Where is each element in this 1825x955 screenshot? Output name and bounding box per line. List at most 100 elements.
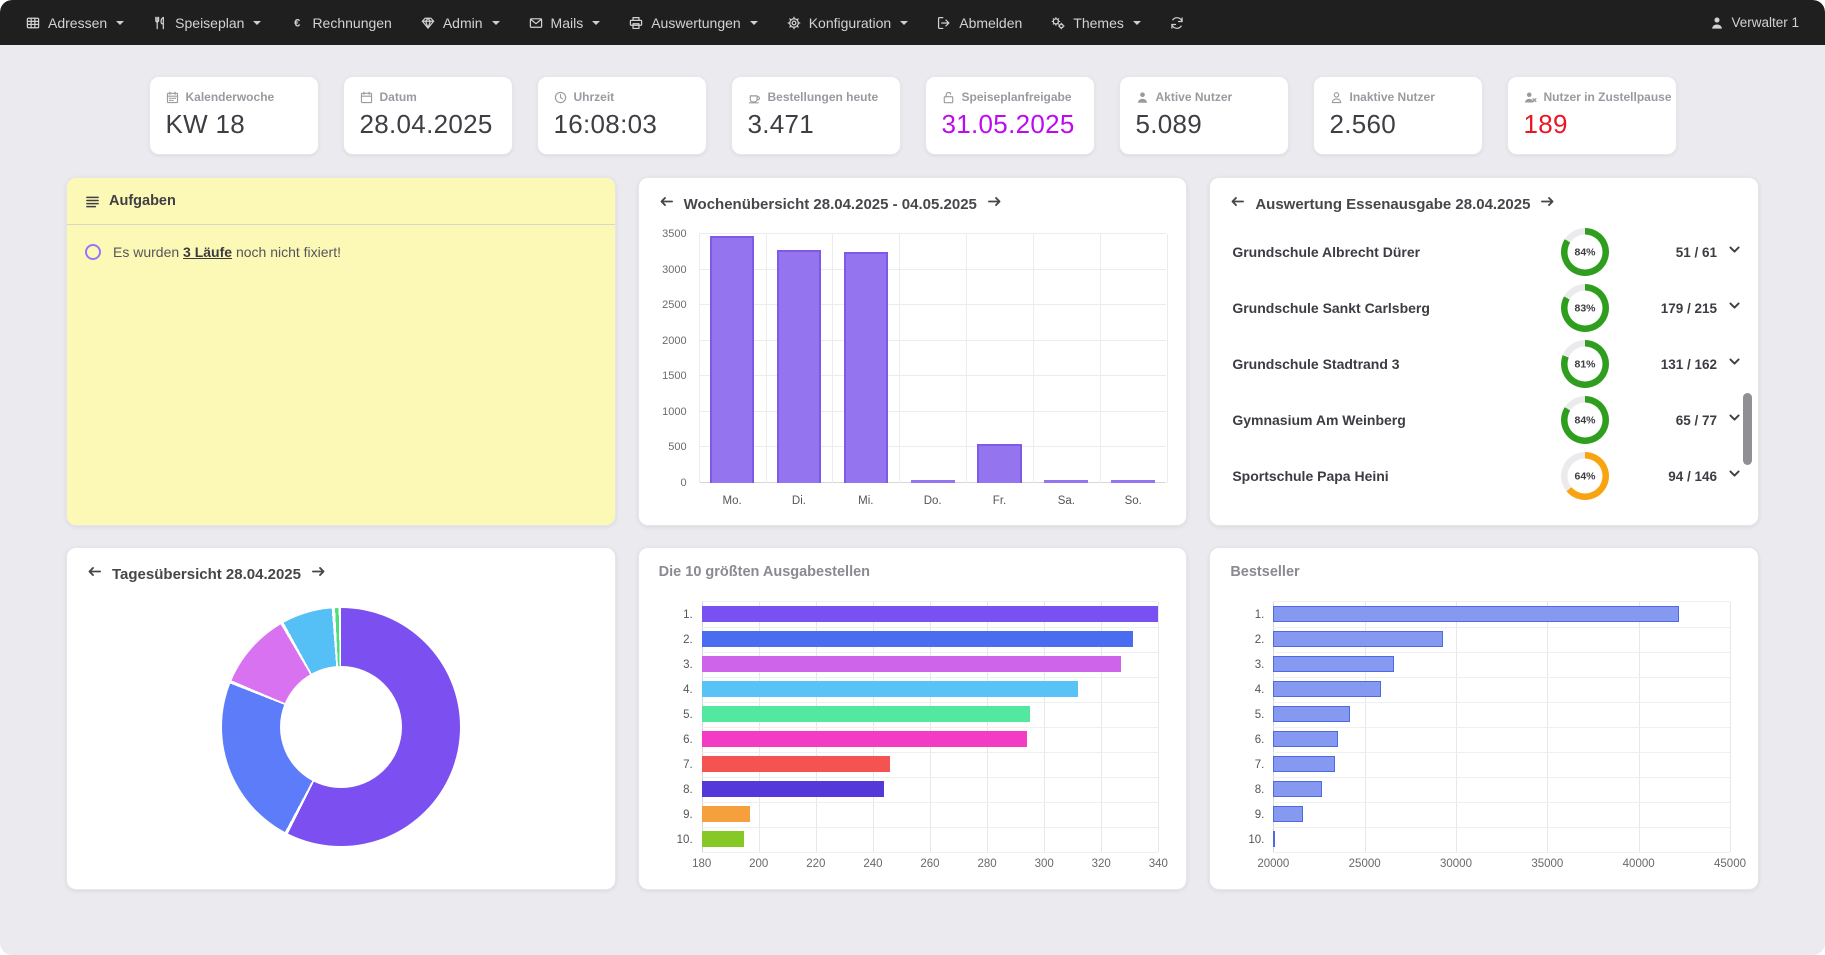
day-donut-chart — [221, 608, 460, 846]
bar-so — [1111, 480, 1156, 483]
stat-card-label: Aktive Nutzer — [1155, 90, 1233, 104]
chevron-down-icon[interactable] — [1727, 354, 1742, 374]
y-axis-tick: 500 — [668, 441, 687, 454]
bar-sa — [1044, 480, 1089, 483]
task-list: Es wurden 3 Läufe noch nicht fixiert! — [67, 225, 615, 279]
bar-rank-10 — [1273, 830, 1276, 847]
refresh-icon — [1170, 16, 1184, 30]
bar-rank-4 — [701, 680, 1079, 697]
chevron-down-icon[interactable] — [1727, 466, 1742, 486]
progress-ring-label: 84% — [1567, 234, 1603, 270]
next-day-button[interactable] — [311, 564, 326, 584]
row-bar-area — [701, 727, 1159, 753]
meals-count: 94 / 146 — [1668, 468, 1717, 484]
stat-card-label-row: Speiseplanfreigabe — [942, 90, 1078, 104]
chevron-down-icon — [749, 20, 758, 25]
stat-card-label: Speiseplanfreigabe — [961, 90, 1072, 104]
row-bar-area — [1273, 601, 1730, 628]
gridline — [698, 339, 1167, 341]
bar-fr — [977, 443, 1022, 483]
y-axis-tick: 3500 — [662, 228, 687, 240]
row-bar-area — [701, 802, 1159, 828]
progress-ring-label: 81% — [1567, 346, 1603, 382]
nav-item-admin[interactable]: Admin — [421, 15, 500, 31]
navbar-menu: Adressen Speiseplan Rechnungen Admin Mails Au… — [26, 15, 1213, 31]
previous-week-button[interactable] — [659, 194, 674, 214]
current-user[interactable]: Verwalter 1 — [1710, 15, 1799, 30]
row-rank-label: 6. — [683, 733, 693, 746]
y-axis-tick: 0 — [680, 477, 687, 489]
nav-item-abmelden[interactable]: Abmelden — [937, 15, 1022, 31]
stat-card-aktive-nutzer: Aktive Nutzer 5.089 — [1118, 76, 1289, 155]
nav-item-label: Admin — [442, 14, 483, 31]
bar-di — [776, 250, 821, 483]
chart-row: 9. — [1230, 802, 1730, 828]
distribution-panel-title: Auswertung Essenausgabe 28.04.2025 — [1255, 195, 1531, 213]
next-week-button[interactable] — [987, 194, 1002, 214]
top10-panel-header: Die 10 größten Ausgabestellen — [639, 548, 1187, 586]
bar-rank-2 — [1273, 630, 1444, 647]
row-bar-area — [1273, 702, 1730, 728]
user-icon — [1136, 91, 1149, 104]
chevron-down-icon — [116, 20, 125, 25]
week-panel-header: Wochenübersicht 28.04.2025 - 04.05.2025 — [639, 178, 1187, 220]
stat-card-label: Uhrzeit — [573, 90, 615, 104]
week-panel-title: Wochenübersicht 28.04.2025 - 04.05.2025 — [683, 195, 977, 213]
nav-item-adressen[interactable]: Adressen — [26, 15, 125, 31]
school-name: Grundschule Sankt Carlsberg — [1232, 300, 1430, 316]
distribution-row: Grundschule Albrecht Dürer 84% 51 / 61 — [1210, 224, 1758, 280]
nav-item-auswertungen[interactable]: Auswertungen — [629, 15, 758, 31]
utensils-icon — [153, 16, 167, 30]
chevron-down-icon — [900, 20, 909, 25]
y-axis-tick: 1500 — [662, 370, 687, 383]
chart-row: 4. — [659, 677, 1159, 703]
row-rank-label: 10. — [676, 833, 693, 846]
nav-item-themes[interactable]: Themes — [1051, 15, 1141, 31]
gridline — [698, 446, 1167, 448]
chart-row: 4. — [1230, 677, 1730, 703]
x-axis-tick: Mo. — [722, 495, 742, 507]
scrollbar-thumb[interactable] — [1743, 393, 1752, 465]
progress-ring: 84% — [1561, 396, 1609, 444]
nav-item-mails[interactable]: Mails — [529, 15, 601, 31]
distribution-row: Sportschule Papa Heini 64% 94 / 146 — [1210, 448, 1758, 504]
previous-day-button[interactable] — [1230, 194, 1245, 214]
x-axis-tick: 40000 — [1622, 858, 1655, 870]
stat-card-inaktive-nutzer: Inaktive Nutzer 2.560 — [1312, 76, 1483, 155]
gridline — [698, 304, 1167, 306]
gridline — [765, 234, 767, 483]
bar-rank-10 — [701, 830, 745, 847]
previous-day-button[interactable] — [87, 564, 102, 584]
x-axis-tick: 220 — [806, 858, 826, 870]
chart-row: 2. — [659, 627, 1159, 653]
stat-card-value: 189 — [1523, 109, 1568, 139]
chevron-down-icon[interactable] — [1727, 410, 1742, 430]
next-day-button[interactable] — [1540, 194, 1555, 214]
nav-refresh-button[interactable] — [1170, 16, 1184, 30]
task-link[interactable]: 3 Läufe — [183, 244, 233, 260]
gridline — [698, 410, 1167, 412]
row-bar-area — [1273, 827, 1730, 853]
row-rank-label: 8. — [683, 783, 693, 796]
stat-card-value: KW 18 — [165, 109, 246, 139]
envelope-icon — [529, 16, 543, 30]
school-name: Grundschule Albrecht Dürer — [1232, 244, 1421, 260]
nav-item-label: Konfiguration — [808, 14, 892, 31]
chart-row: 8. — [659, 777, 1159, 803]
tasks-panel-title: Aufgaben — [109, 193, 176, 209]
bar-rank-1 — [701, 606, 1159, 622]
nav-item-rechnungen[interactable]: Rechnungen — [290, 15, 392, 31]
chevron-down-icon[interactable] — [1727, 242, 1742, 262]
nav-item-konfiguration[interactable]: Konfiguration — [787, 15, 909, 31]
progress-ring-label: 64% — [1567, 458, 1603, 494]
top10-bar-chart: 1. 2. 3. 4. 5. 6. 7. 8. 9. 10. 180 200 220 240 260 280… — [659, 601, 1168, 881]
bar-mo — [710, 236, 755, 483]
chevron-down-icon[interactable] — [1727, 298, 1742, 318]
stat-card-label: Inaktive Nutzer — [1349, 90, 1435, 104]
chart-row: 7. — [1230, 752, 1730, 778]
nav-item-speiseplan[interactable]: Speiseplan — [153, 15, 262, 31]
table-icon — [26, 16, 40, 30]
stat-card-label-row: Inaktive Nutzer — [1330, 90, 1466, 104]
task-text: Es wurden 3 Läufe noch nicht fixiert! — [113, 244, 341, 260]
